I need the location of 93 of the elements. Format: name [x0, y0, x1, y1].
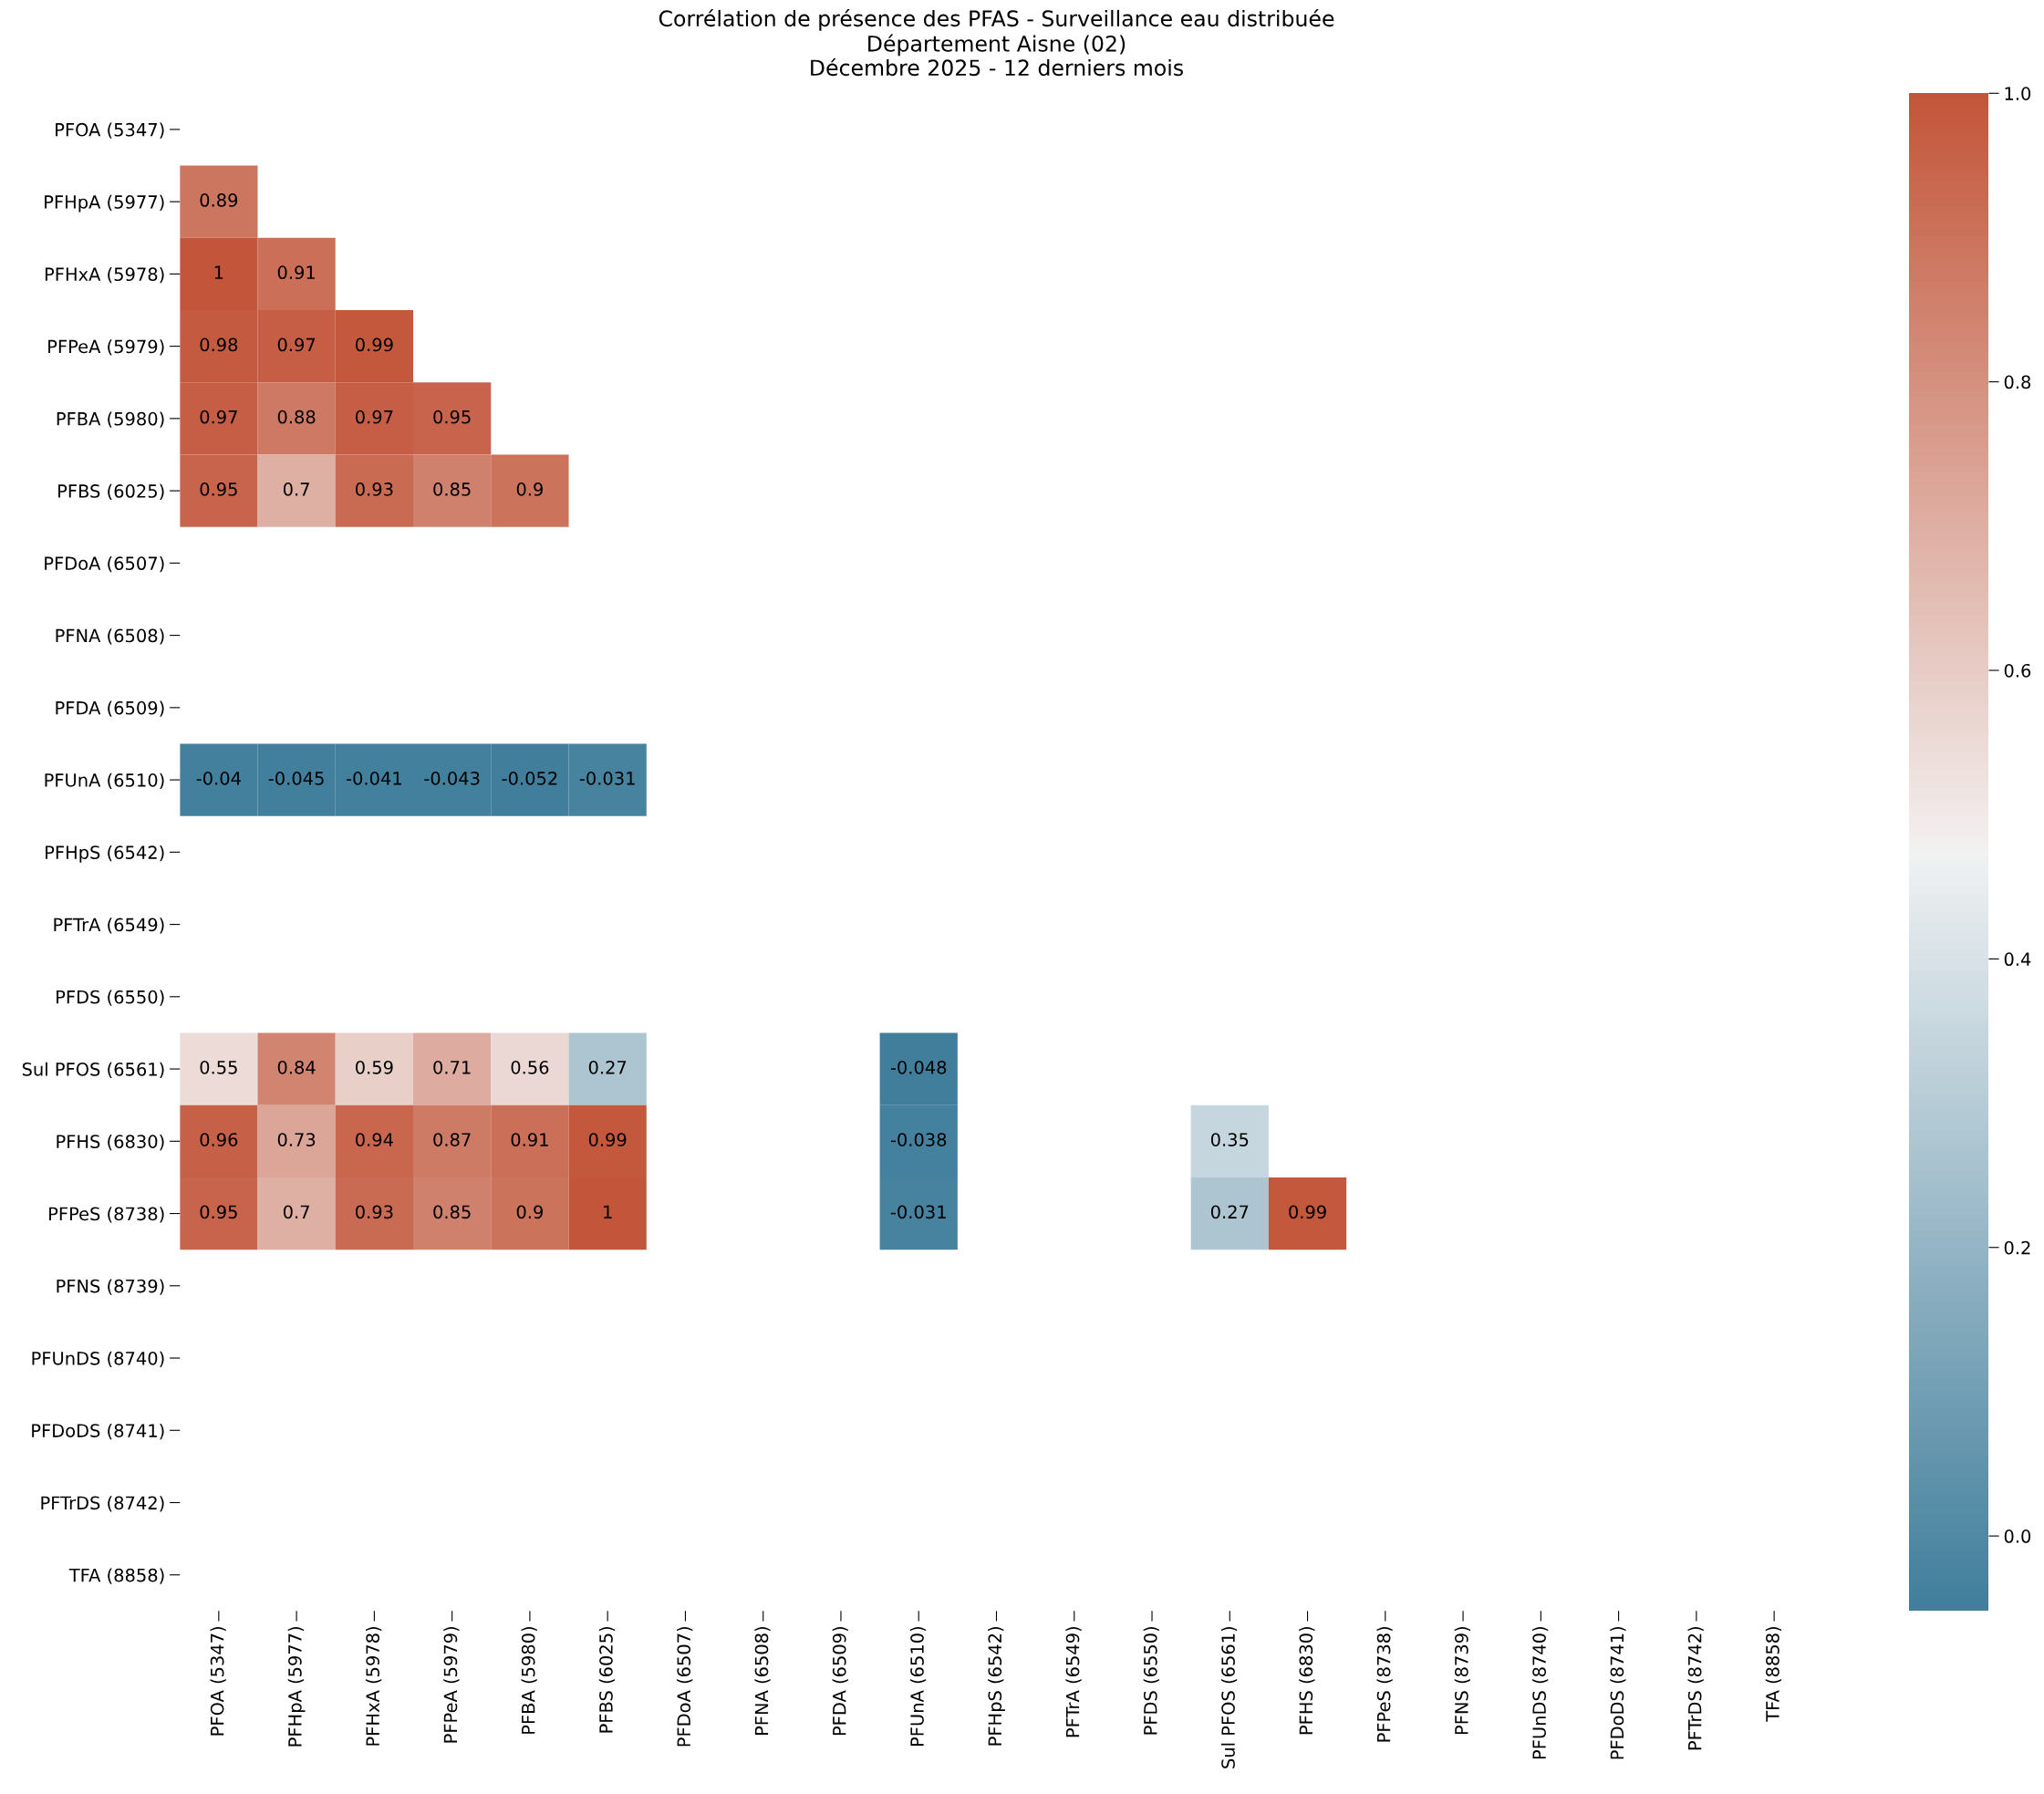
data-label: 0.35: [1210, 1133, 1249, 1146]
y-tick-label: PFNA (6508): [56, 628, 164, 645]
data-label: -0.031: [890, 1205, 946, 1219]
x-tick-label: PFBA (5980): [521, 1627, 537, 1734]
data-label: 0.89: [200, 193, 238, 207]
color-bar-label: 0.0: [2004, 1530, 2031, 1543]
y-tick-label: PFPeS (8738): [49, 1207, 164, 1223]
data-label: -0.031: [579, 772, 635, 785]
x-tick-label: PFNA (6508): [754, 1627, 771, 1736]
y-tick-label: PFHpA (5977): [45, 194, 164, 213]
y-tick-label: PFDA (6509): [56, 700, 164, 717]
x-tick-label: PFNS (8739): [1454, 1627, 1471, 1735]
y-tick-label: PFOA (5347): [56, 122, 164, 139]
x-tick-label: PFDA (6509): [832, 1627, 848, 1736]
data-label: 0.99: [588, 1133, 627, 1146]
data-label: 0.56: [511, 1060, 549, 1074]
x-tick-label: PFHS (6830): [1299, 1627, 1315, 1735]
y-tick-label: PFNS (8739): [57, 1279, 164, 1295]
data-label: 0.93: [356, 1205, 393, 1219]
data-label: 0.99: [1289, 1205, 1326, 1219]
data-label: 0.87: [433, 1133, 471, 1146]
data-label: 0.95: [433, 410, 471, 424]
y-tick-label: PFPeA (5979): [48, 339, 164, 356]
y-tick-label: PFDoA (6507): [45, 555, 164, 573]
x-tick-label: PFHxA (5978): [365, 1627, 382, 1746]
data-label: -0.041: [346, 772, 401, 785]
data-label: 0.88: [277, 410, 316, 424]
y-tick-label: PFHxA (5978): [45, 267, 164, 284]
data-label: 0.96: [200, 1133, 238, 1146]
color-bar-label: 0.8: [2004, 375, 2031, 389]
data-label: -0.045: [268, 772, 324, 785]
data-label: 0.9: [516, 1205, 543, 1219]
data-label: 0.98: [200, 337, 238, 352]
data-label: 1: [214, 265, 223, 279]
y-tick-label: PFUnDS (8740): [32, 1351, 164, 1367]
data-label: 0.95: [200, 1205, 237, 1219]
color-bar-label: 0.6: [2004, 663, 2031, 678]
data-label: 0.27: [1210, 1205, 1249, 1219]
color-bar-label: 1.0: [2005, 87, 2031, 100]
x-tick-label: PFTrDS (8742): [1687, 1627, 1704, 1750]
chart-title: Corrélation de présence des PFAS - Surveillance eau distribuée Département Aisne (02) Décembre 2025 - 12 derniers mois: [659, 8, 1334, 77]
y-tick-label: PFBA (5980): [57, 411, 164, 428]
x-tick-label: PFPeS (8738): [1376, 1627, 1393, 1742]
data-label: 0.71: [433, 1060, 471, 1074]
data-label: 0.97: [200, 410, 237, 424]
data-label: 0.94: [356, 1133, 393, 1146]
y-tick-label: PFUnA (6510): [45, 773, 164, 790]
y-tick-label: PFDoDS (8741): [32, 1423, 164, 1440]
y-tick-label: PFDS (6550): [57, 990, 164, 1006]
color-bar-label: 0.2: [2004, 1240, 2030, 1255]
y-tick-label: PFHpS (6542): [46, 845, 164, 863]
data-label: -0.048: [890, 1060, 947, 1074]
x-tick-label: PFBS (6025): [598, 1627, 616, 1733]
data-label: 0.73: [277, 1133, 316, 1146]
x-tick-label: PFPeA (5979): [443, 1627, 460, 1743]
color-bar-label: 0.4: [2004, 952, 2031, 967]
y-tick-label: TFA (8858): [68, 1568, 164, 1584]
data-label: -0.043: [424, 772, 480, 785]
data-label: 0.55: [200, 1060, 237, 1074]
data-label: 0.97: [277, 337, 316, 352]
x-tick-label: PFDoDS (8741): [1610, 1627, 1626, 1759]
data-label: -0.052: [502, 772, 557, 785]
x-tick-label: TFA (8858): [1765, 1627, 1782, 1722]
y-tick-label: PFTrA (6549): [54, 918, 164, 934]
data-label: 0.27: [588, 1060, 627, 1074]
x-tick-label: PFDS (6550): [1143, 1627, 1159, 1735]
data-label: 0.7: [283, 482, 309, 496]
data-label: 0.59: [356, 1060, 393, 1074]
y-tick-label: Sul PFOS (6561): [22, 1062, 164, 1078]
y-tick-label: PFBS (6025): [58, 483, 164, 501]
y-tick-label: PFTrDS (8742): [41, 1496, 164, 1512]
data-label: -0.04: [196, 772, 241, 785]
x-tick-label: PFTrA (6549): [1065, 1627, 1082, 1737]
data-label: 0.99: [356, 337, 393, 352]
x-tick-label: PFUnA (6510): [909, 1627, 927, 1747]
data-label: 0.91: [277, 265, 315, 280]
y-tick-label: PFHS (6830): [57, 1134, 164, 1151]
data-label: 0.85: [433, 482, 471, 496]
data-label: 0.85: [433, 1205, 471, 1219]
data-label: 1: [604, 1205, 612, 1218]
data-label: 0.84: [277, 1060, 316, 1074]
data-label: 0.9: [516, 482, 543, 496]
x-tick-label: PFHpA (5977): [287, 1627, 306, 1747]
data-label: 0.93: [356, 482, 393, 496]
data-label: 0.95: [200, 482, 237, 496]
x-tick-label: PFUnDS (8740): [1531, 1627, 1549, 1759]
data-label: 0.97: [356, 410, 393, 424]
data-label: -0.038: [890, 1133, 947, 1146]
x-tick-label: PFHpS (6542): [988, 1627, 1005, 1746]
data-label: 0.91: [511, 1133, 548, 1146]
data-label: 0.7: [283, 1205, 309, 1219]
x-tick-label: Sul PFOS (6561): [1220, 1627, 1238, 1768]
x-tick-label: PFDoA (6507): [677, 1627, 693, 1747]
